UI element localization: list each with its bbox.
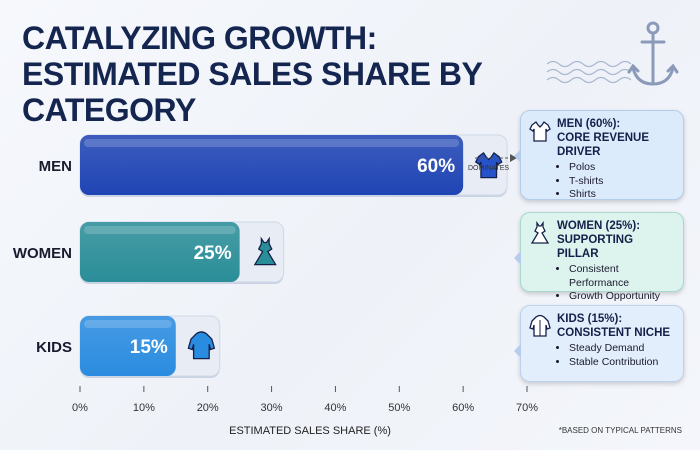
dress-icon [530, 221, 550, 244]
dominates-label: DOMINATES [468, 165, 510, 172]
hoodie-icon [187, 331, 216, 360]
bar-highlight [84, 320, 172, 328]
x-tick-label: 40% [324, 402, 346, 414]
list-item: T-shirts [569, 175, 675, 189]
card-title-line2: CONSISTENT NICHE [557, 327, 671, 339]
x-axis: 0% 10% 20% 30% 40% 50% 60% 70% [72, 386, 538, 414]
x-tick-label: 70% [516, 402, 538, 414]
dress-icon [253, 236, 277, 266]
bar-kids [80, 316, 176, 376]
card-title-line2: CORE REVENUE DRIVER [557, 132, 650, 158]
card-women: WOMEN (25%): SUPPORTING PILLAR Consisten… [514, 212, 684, 302]
category-label: KIDS [36, 339, 72, 356]
list-item: Stable Contribution [569, 356, 675, 370]
card-men: MEN (60%): CORE REVENUE DRIVER Polos T-s… [514, 110, 684, 202]
card-list: Polos T-shirts Shirts [557, 161, 675, 202]
card-title-line1: KIDS (15%): [557, 313, 623, 325]
card-title-line1: WOMEN (25%): [557, 220, 641, 232]
card-list: Steady Demand Stable Contribution [557, 342, 675, 369]
list-item: Consistent Performance [569, 263, 675, 290]
value-label: 25% [194, 243, 232, 264]
bar-men [80, 135, 464, 195]
x-tick-label: 50% [388, 402, 410, 414]
card-title-line2: SUPPORTING PILLAR [557, 234, 634, 260]
list-item: Growth Opportunity [569, 290, 675, 304]
x-tick-label: 60% [452, 402, 474, 414]
list-item: Polos [569, 161, 675, 175]
x-tick-label: 10% [133, 402, 155, 414]
category-label: WOMEN [13, 245, 72, 262]
anchor-icon [627, 21, 679, 86]
card-list: Consistent Performance Growth Opportunit… [557, 263, 675, 304]
wave-lines-icon [546, 60, 632, 84]
connector-arrow-icon [510, 154, 517, 162]
x-tick-label: 30% [261, 402, 283, 414]
list-item: Steady Demand [569, 342, 675, 356]
x-tick-label: 20% [197, 402, 219, 414]
bars-layer: 60% MEN 25% WOMEN 15% KIDS [13, 134, 508, 378]
list-item: Shirts [569, 188, 675, 202]
polo-shirt-icon [529, 121, 551, 142]
hoodie-icon [529, 314, 551, 337]
card-kids: KIDS (15%): CONSISTENT NICHE Steady Dema… [514, 305, 684, 382]
value-label: 60% [417, 156, 455, 177]
footnote: *BASED ON TYPICAL PATTERNS [558, 426, 682, 435]
x-axis-title: ESTIMATED SALES SHARE (%) [229, 425, 391, 437]
bar-highlight [84, 139, 460, 147]
card-title-line1: MEN (60%): [557, 118, 621, 130]
bar-women [80, 222, 240, 282]
x-tick-label: 0% [72, 402, 88, 414]
bar-highlight [84, 226, 236, 234]
page-title: CATALYZING GROWTH: ESTIMATED SALES SHARE… [22, 20, 482, 128]
value-label: 15% [130, 337, 168, 358]
category-label: MEN [39, 158, 72, 175]
decor-graphic [546, 21, 679, 86]
